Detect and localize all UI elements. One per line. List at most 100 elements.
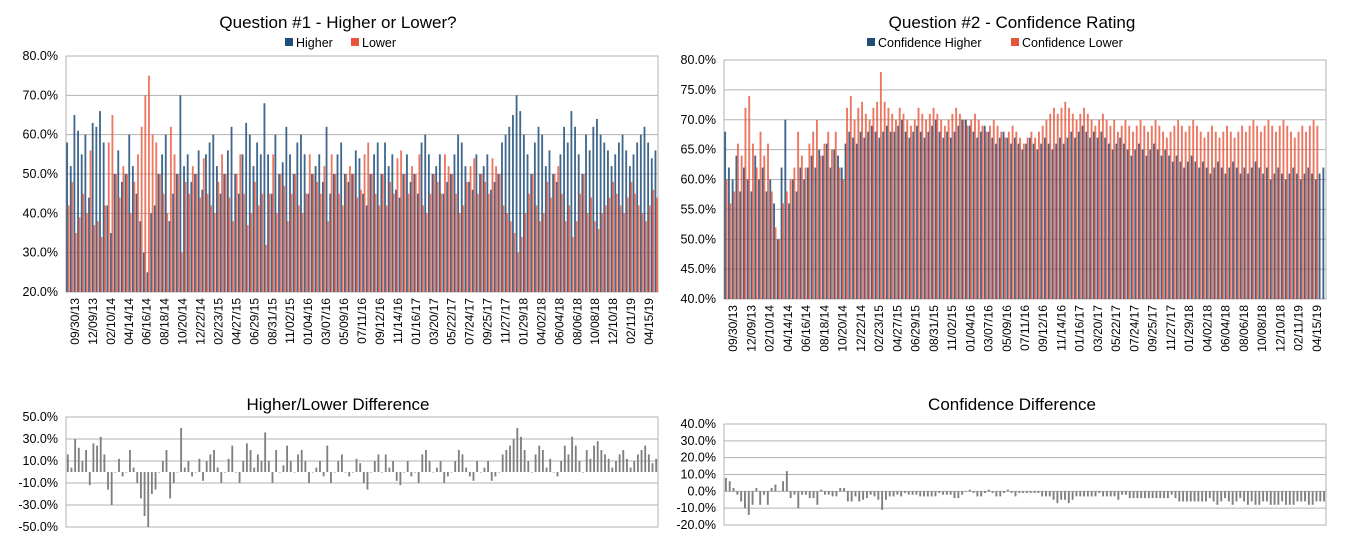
d2-bar [1178,491,1181,502]
q2-bar-higher [1025,143,1028,299]
q2-bar-lower [876,101,879,299]
q1-bar-lower [268,193,271,292]
q1-bar-higher [416,193,419,292]
q1-bar-lower [564,221,567,292]
q2-bar-higher [1145,155,1148,299]
q2-bar-higher [1209,173,1212,299]
d2-bar [1121,491,1124,495]
q2-bar-higher [1168,155,1171,299]
q1-bar-lower [608,197,611,292]
d1-bar [330,472,332,483]
q2-bar-higher [1269,179,1272,299]
q2-title: Question #2 - Confidence Rating [889,13,1136,32]
q1-legend-higher-swatch [285,38,293,46]
q2-bar-higher [731,179,734,299]
d1-bar [534,454,537,472]
q2-bar-higher [1107,143,1110,299]
d2-bar [751,491,754,505]
q2-bar-lower [958,113,961,300]
q2-bar-lower [800,155,803,299]
d2-bar [900,491,903,497]
q2-bar-higher [942,137,945,299]
d2-bar [1170,491,1173,495]
q1-title: Question #1 - Higher or Lower? [219,13,456,32]
d2-bar [1132,491,1135,499]
d1-bar [505,450,508,472]
q1-bar-lower [305,193,308,292]
q1-bar-lower [476,193,479,292]
q1-bar-higher [278,174,280,292]
q1-ytick-label: 80.0% [23,49,58,63]
q1-bar-higher [614,154,617,292]
q2-xtick-label: 05/22/17 [1109,305,1123,352]
q1-bar-lower [535,205,538,292]
d1-bar [593,445,595,472]
d2-bar [881,491,884,510]
d1-bar [242,461,245,472]
q1-bar-higher [380,174,383,292]
q2-bar-higher [904,131,907,299]
q1-bar-higher [183,166,185,292]
d1-bar [198,458,201,472]
q1-xtick-label: 10/20/14 [176,298,190,345]
q1-ytick-label: 70.0% [23,88,58,102]
q2-bar-lower [943,125,946,299]
q1-bar-lower [367,142,370,292]
d1-bar [541,450,544,472]
q1-bar-higher [175,174,178,292]
q2-bar-higher [1028,137,1031,299]
q1-bar-higher [110,233,112,292]
d2-bar [1052,491,1055,500]
q1-bar-higher [69,166,72,292]
q2-bar-higher [1130,155,1133,299]
q1-bar-higher [625,150,628,292]
q2-bar-higher [1205,167,1208,299]
d2-title: Confidence Difference [928,395,1096,414]
d1-bar [311,472,314,473]
q1-bar-lower [85,213,88,292]
q1-bar-higher [226,150,229,292]
q2-bar-lower [1135,125,1138,299]
d1-bar [651,463,654,472]
q2-bar-higher [946,131,949,299]
q1-legend-higher-label: Higher [296,36,333,50]
q2-bar-higher [791,179,794,299]
q1-bar-higher [172,193,174,292]
d1-bar [582,472,584,473]
d2-bar [1071,491,1074,500]
q2-bar-lower [985,131,988,299]
q1-bar-higher [537,126,540,292]
q2-bar-lower [729,203,732,299]
q1-bar-lower [308,154,311,292]
d2-bar [1109,491,1112,497]
q1-bar-lower [465,181,468,292]
q1-bar-higher [402,174,405,292]
q2-bar-lower [1026,137,1029,299]
q1-bar-lower [129,213,132,292]
q2-bar-lower [778,239,781,299]
q2-bar-higher [825,143,828,299]
q1-bar-higher [501,142,503,292]
q2-bar-lower [789,179,792,299]
q2-ytick-label: 60.0% [681,173,716,187]
q2-xtick-label: 07/11/16 [1018,305,1032,351]
d1-plot-area [65,416,659,528]
q2-bar-lower [1007,131,1010,299]
d1-bar [622,450,625,472]
q2-xtick-label: 08/18/14 [817,305,831,352]
d1-bar [362,472,365,483]
q1-bar-higher [332,174,335,292]
q2-bar-higher [1288,173,1291,299]
d2-bar [816,491,819,505]
q1-bar-lower [520,236,523,292]
q2-bar-lower [1207,131,1210,299]
q2-bar-higher [1194,161,1197,299]
d1-ytick-label: 10.0% [23,454,58,468]
d1-bar [633,461,636,472]
q2-bar-lower [1162,131,1165,299]
d1-bar [428,461,431,472]
q2-bar-lower [895,119,897,299]
q2-bar-higher [1047,143,1050,299]
q2-legend-higher-label: Confidence Higher [878,36,982,50]
q1-bar-higher [636,142,639,292]
